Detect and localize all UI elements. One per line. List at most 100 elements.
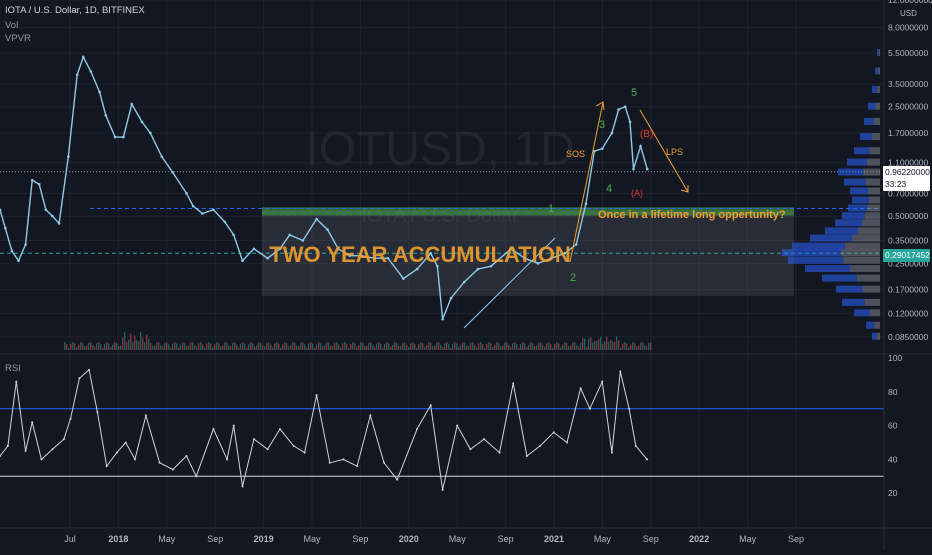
vpvr-down-bar	[864, 212, 880, 220]
rsi-point	[483, 438, 486, 441]
volume-bar	[284, 342, 286, 350]
price-point	[610, 131, 614, 135]
volume-bar	[456, 343, 458, 350]
price-tick-label: 0.1200000	[888, 308, 928, 318]
rsi-point	[24, 449, 27, 452]
volume-bar	[300, 342, 302, 350]
volume-bar	[168, 344, 170, 350]
volume-bar	[340, 347, 342, 350]
volume-bar	[440, 344, 442, 350]
volume-bar	[432, 345, 434, 350]
price-point	[348, 254, 351, 257]
volume-bar	[392, 344, 394, 350]
rsi-point	[144, 414, 147, 417]
symbol-title[interactable]: IOTA / U.S. Dollar, 1D, BITFINEX	[5, 5, 145, 16]
rsi-point	[525, 455, 528, 458]
vpvr-down-bar	[867, 204, 880, 212]
volume-bar	[250, 342, 252, 350]
volume-bar	[142, 337, 144, 350]
volume-bar	[304, 344, 306, 350]
rsi-tick-label: 80	[888, 387, 898, 397]
volume-bar	[312, 343, 314, 350]
volume-bar	[406, 344, 408, 350]
rsi-point	[241, 485, 244, 488]
price-point	[449, 296, 453, 300]
resistance-zone	[262, 207, 794, 216]
rsi-point	[601, 380, 604, 383]
volume-bar	[166, 342, 168, 350]
volume-bar	[378, 342, 380, 350]
vpvr-up-bar	[877, 49, 879, 57]
price-point	[75, 73, 79, 77]
volume-bar	[78, 344, 80, 350]
rsi-point	[369, 414, 372, 417]
rsi-point	[88, 368, 91, 371]
volume-bar	[424, 346, 426, 350]
volume-bar	[240, 343, 242, 350]
volume-bar	[534, 345, 536, 350]
rsi-point	[115, 451, 118, 454]
volume-bar	[282, 344, 284, 350]
volume-bar	[638, 345, 640, 350]
vpvr-up-bar	[847, 158, 867, 166]
volume-bar	[438, 342, 440, 350]
price-point	[149, 131, 152, 135]
volume-bar	[164, 342, 166, 350]
volume-bar	[224, 342, 226, 350]
volume-bar	[522, 342, 524, 350]
vpvr-down-bar	[858, 227, 880, 235]
rsi-point	[441, 488, 444, 491]
volume-bar	[88, 342, 90, 350]
price-tick-label: 0.2500000	[888, 258, 928, 268]
volume-bar	[558, 343, 560, 350]
volume-bar	[616, 336, 618, 350]
price-point	[301, 239, 305, 242]
vpvr-up-bar	[788, 256, 844, 264]
volume-bar	[306, 347, 308, 350]
time-tick-label: 2018	[108, 534, 128, 544]
price-point	[523, 256, 526, 260]
volume-bar	[262, 345, 264, 350]
vpvr-down-bar	[844, 242, 880, 250]
price-point	[386, 256, 390, 260]
price-tick-label: 0.7000000	[888, 188, 928, 198]
vpvr-down-bar	[862, 285, 880, 293]
time-tick-label: May	[739, 534, 757, 544]
price-point	[212, 208, 215, 212]
rsi-point	[356, 465, 359, 468]
price-tick-label: 3.5000000	[888, 79, 928, 89]
volume-bar	[128, 339, 130, 350]
volume-indicator-label[interactable]: Vol	[5, 20, 19, 31]
vpvr-up-bar	[868, 102, 876, 110]
volume-bar	[102, 347, 104, 350]
wave-b-label: (B)	[640, 129, 653, 140]
lps-arrow-head	[680, 185, 689, 193]
volume-bar	[286, 342, 288, 350]
volume-bar	[320, 343, 322, 350]
rsi-indicator-label[interactable]: RSI	[5, 363, 21, 374]
volume-bar	[68, 347, 70, 350]
volume-bar	[578, 346, 580, 350]
volume-bar	[70, 343, 72, 350]
volume-bar	[182, 342, 184, 350]
sos-arrow-line	[569, 101, 604, 263]
volume-bar	[518, 347, 520, 350]
price-point	[441, 317, 444, 321]
rsi-point	[105, 465, 108, 468]
volume-bar	[232, 342, 234, 350]
volume-bar	[560, 347, 562, 350]
vpvr-up-bar	[842, 212, 865, 220]
volume-bar	[126, 341, 128, 350]
countdown-tag: 33:23	[883, 178, 930, 191]
volume-bar	[384, 344, 386, 350]
volume-bar	[546, 343, 548, 350]
vpvr-up-bar	[875, 67, 878, 75]
volume-bar	[174, 342, 176, 350]
volume-bar	[118, 346, 120, 350]
vpvr-down-bar	[856, 274, 880, 282]
volume-bar	[396, 342, 398, 350]
vpvr-indicator-label[interactable]: VPVR	[5, 33, 31, 44]
volume-bar	[112, 344, 114, 350]
